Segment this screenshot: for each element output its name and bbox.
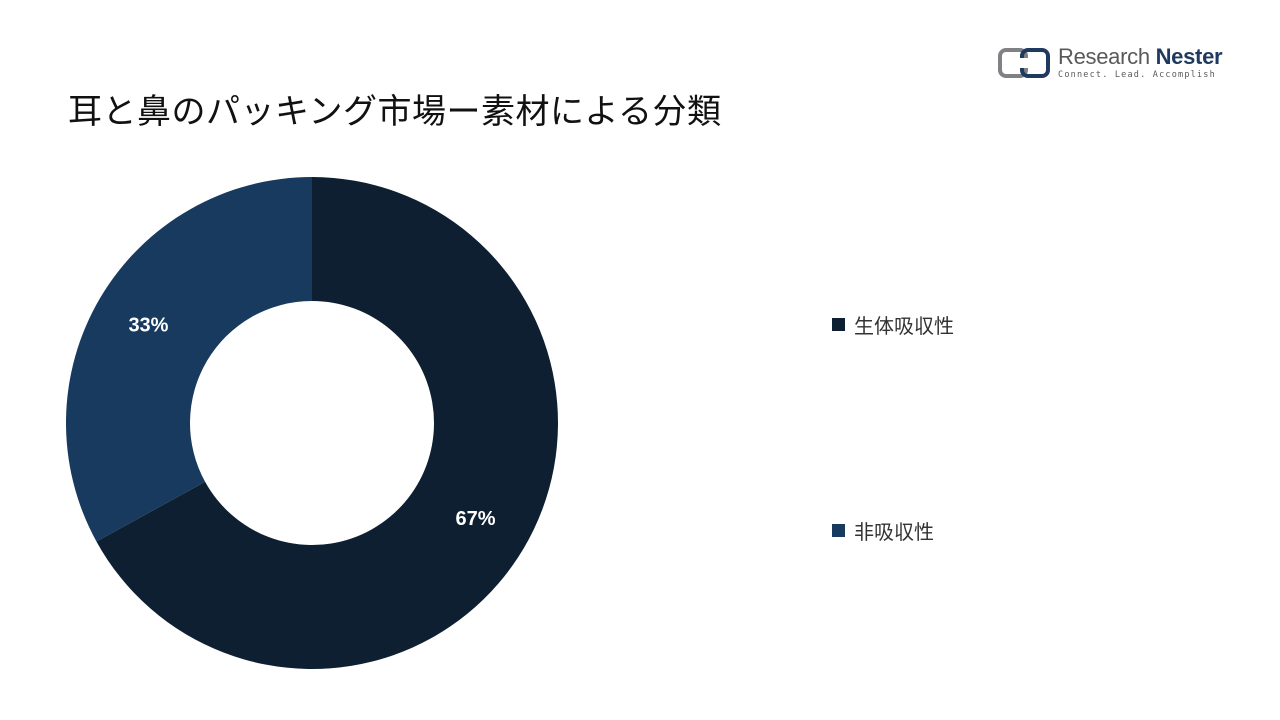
legend-label-non-absorbable: 非吸収性 [854,520,934,544]
legend-swatch-bioabsorbable [832,318,845,331]
donut-slice-bioabsorbable [96,177,559,669]
logo-name-nester: Nester [1155,44,1223,69]
legend-item-bioabsorbable: 生体吸収性 [832,310,954,339]
legend-swatch-non-absorbable [832,524,845,537]
data-label-bioabsorbable: 67% [456,508,496,530]
page-title: 耳と鼻のパッキング市場ー素材による分類 [68,92,722,132]
research-nester-logo: Research Nester Connect. Lead. Accomplis… [998,44,1223,80]
donut-slice-non-absorbable [66,177,312,542]
data-label-non-absorbable: 33% [128,315,168,337]
legend-label-bioabsorbable: 生体吸収性 [854,314,954,338]
logo-name: Research Nester [1058,44,1223,69]
logo-name-research: Research [1058,44,1150,69]
logo-tagline: Connect. Lead. Accomplish [1058,70,1216,80]
logo-mark-icon [998,47,1050,78]
legend-item-non-absorbable: 非吸収性 [832,516,934,545]
